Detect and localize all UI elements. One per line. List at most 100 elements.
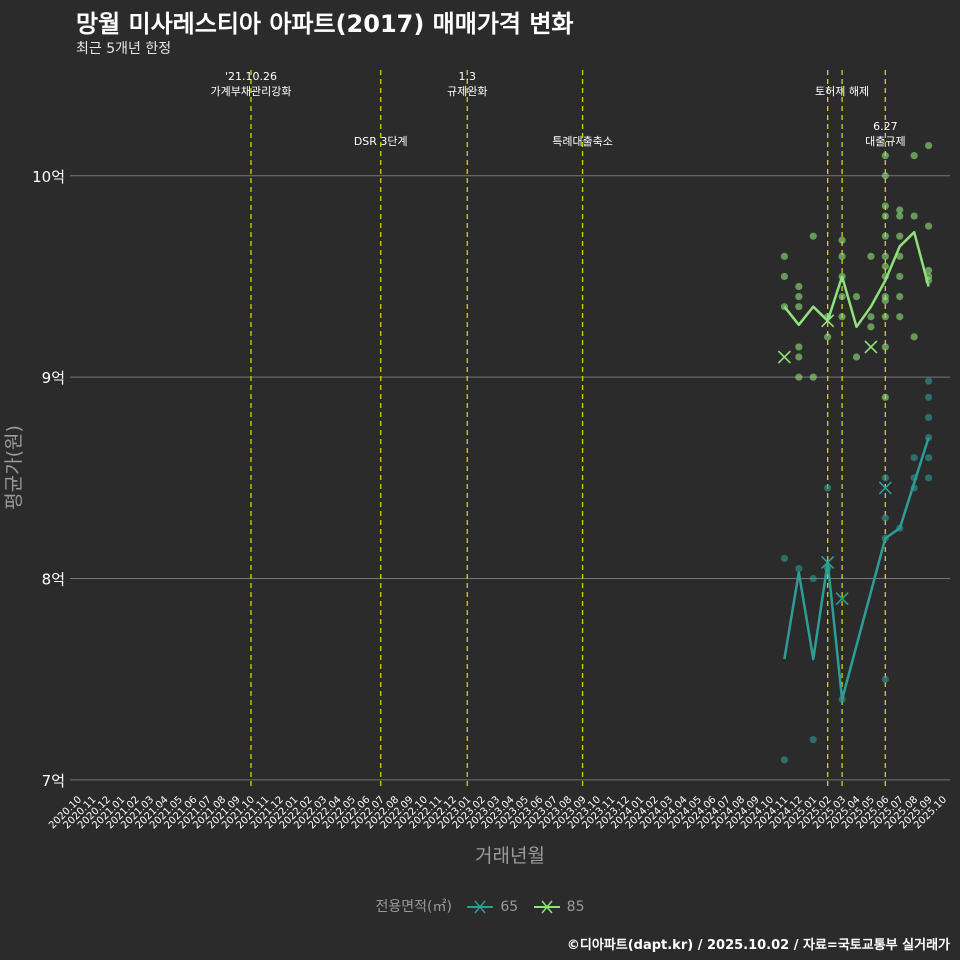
scatter-point-65 (924, 474, 933, 482)
scatter-point-65 (924, 413, 933, 422)
scatter-point-85 (881, 313, 889, 321)
scatter-point-65 (924, 393, 933, 401)
legend-label-85: 85 (566, 899, 585, 915)
cross-stroke (777, 350, 791, 364)
scatter-point-85 (838, 313, 846, 321)
scatter-point-85 (838, 236, 846, 244)
scatter-point-65 (824, 484, 832, 492)
cross-marker-65 (878, 481, 892, 495)
scatter-point-85 (881, 172, 889, 180)
legend-title: 전용면적(㎡) (375, 899, 452, 915)
scatter-point-85 (867, 252, 875, 260)
chart-title: 망월 미사레스티아 아파트(2017) 매매가격 변화 (76, 10, 574, 38)
scatter-point-85 (881, 152, 889, 160)
scatter-point-85 (896, 252, 904, 260)
scatter-point-65 (780, 554, 789, 563)
event-label: 가계부채관리강화 (211, 85, 292, 98)
scatter-point-65 (809, 736, 817, 744)
scatter-point-85 (924, 141, 933, 150)
cross-stroke (821, 555, 835, 569)
scatter-point-85 (824, 333, 832, 341)
y-tick-label: 10억 (32, 168, 65, 186)
y-tick-label: 8억 (42, 571, 65, 589)
cross-stroke (878, 481, 892, 495)
scatter-point-85 (896, 206, 904, 214)
cross-marker-85 (777, 350, 791, 364)
scatter-point-85 (881, 202, 889, 210)
scatter-point-65 (910, 454, 918, 462)
scatter-point-85 (910, 212, 918, 220)
scatter-point-85 (881, 393, 889, 401)
scatter-point-65 (780, 756, 789, 764)
scatter-point-85 (896, 292, 904, 301)
event-label: DSR 3단계 (354, 135, 408, 148)
scatter-point-85 (924, 222, 933, 230)
legend-label-65: 65 (500, 899, 519, 915)
scatter-point-85 (838, 252, 846, 260)
legend-item-85: 85 (533, 899, 585, 915)
scatter-point-85 (867, 313, 875, 321)
scatter-point-65 (881, 675, 889, 683)
scatter-point-65 (924, 377, 933, 385)
legend: 전용면적(㎡) 65 85 (0, 896, 960, 916)
scatter-point-65 (809, 574, 817, 583)
scatter-point-85 (881, 262, 889, 270)
scatter-point-85 (910, 333, 918, 341)
scatter-point-65 (924, 454, 933, 462)
scatter-point-85 (780, 252, 789, 260)
scatter-point-85 (924, 266, 933, 275)
cross-stroke (864, 340, 878, 354)
y-tick-label: 9억 (42, 369, 65, 387)
legend-key-85 (533, 900, 560, 914)
scatter-point-85 (838, 292, 846, 301)
scatter-point-85 (881, 232, 889, 240)
event-label: 특례대출축소 (552, 135, 613, 148)
scatter-point-85 (852, 353, 861, 361)
series-line-65 (783, 437, 930, 701)
event-label: '21.10.26 (225, 70, 277, 83)
scatter-point-85 (881, 252, 889, 260)
scatter-point-85 (896, 313, 904, 321)
scatter-point-65 (881, 474, 889, 482)
scatter-point-85 (881, 297, 889, 305)
cross-stroke (821, 314, 835, 328)
cross-marker-85 (864, 340, 878, 354)
legend-item-65: 65 (466, 899, 518, 915)
event-label: 규제완화 (447, 85, 487, 98)
scatter-point-85 (795, 303, 803, 311)
scatter-point-85 (780, 272, 789, 281)
scatter-point-85 (795, 343, 803, 351)
scatter-point-85 (910, 152, 918, 160)
y-tick-label: 7억 (42, 772, 65, 790)
cross-marker-65 (835, 592, 849, 606)
cross-marker-85 (821, 314, 835, 328)
scatter-point-85 (852, 292, 861, 301)
scatter-point-85 (896, 212, 904, 220)
event-label: 6.27 (873, 120, 898, 133)
cross-marker-65 (821, 555, 835, 569)
event-label: 대출규제 (865, 135, 905, 148)
series-line-85 (783, 230, 930, 329)
cross-stroke (835, 592, 849, 606)
scatter-point-85 (795, 292, 803, 301)
scatter-point-85 (795, 373, 803, 381)
scatter-point-65 (795, 564, 803, 573)
scatter-point-85 (896, 232, 904, 240)
event-label: 1.3 (459, 70, 477, 83)
y-axis-title: 평균가(원) (3, 425, 25, 510)
scatter-point-85 (795, 353, 803, 361)
event-label: 토허제 해제 (815, 84, 869, 98)
scatter-point-85 (881, 343, 889, 351)
scatter-point-85 (809, 232, 817, 240)
scatter-point-85 (896, 272, 904, 281)
scatter-point-85 (867, 323, 875, 331)
scatter-point-65 (881, 514, 889, 522)
scatter-point-85 (795, 282, 803, 291)
scatter-point-85 (809, 373, 817, 381)
x-axis-title: 거래년월 (475, 845, 545, 867)
source-caption: ©디아파트(dapt.kr) / 2025.10.02 / 자료=국토교통부 실… (566, 938, 950, 953)
scatter-point-85 (881, 212, 889, 220)
legend-key-65 (467, 900, 494, 914)
chart-subtitle: 최근 5개년 한정 (76, 41, 172, 57)
